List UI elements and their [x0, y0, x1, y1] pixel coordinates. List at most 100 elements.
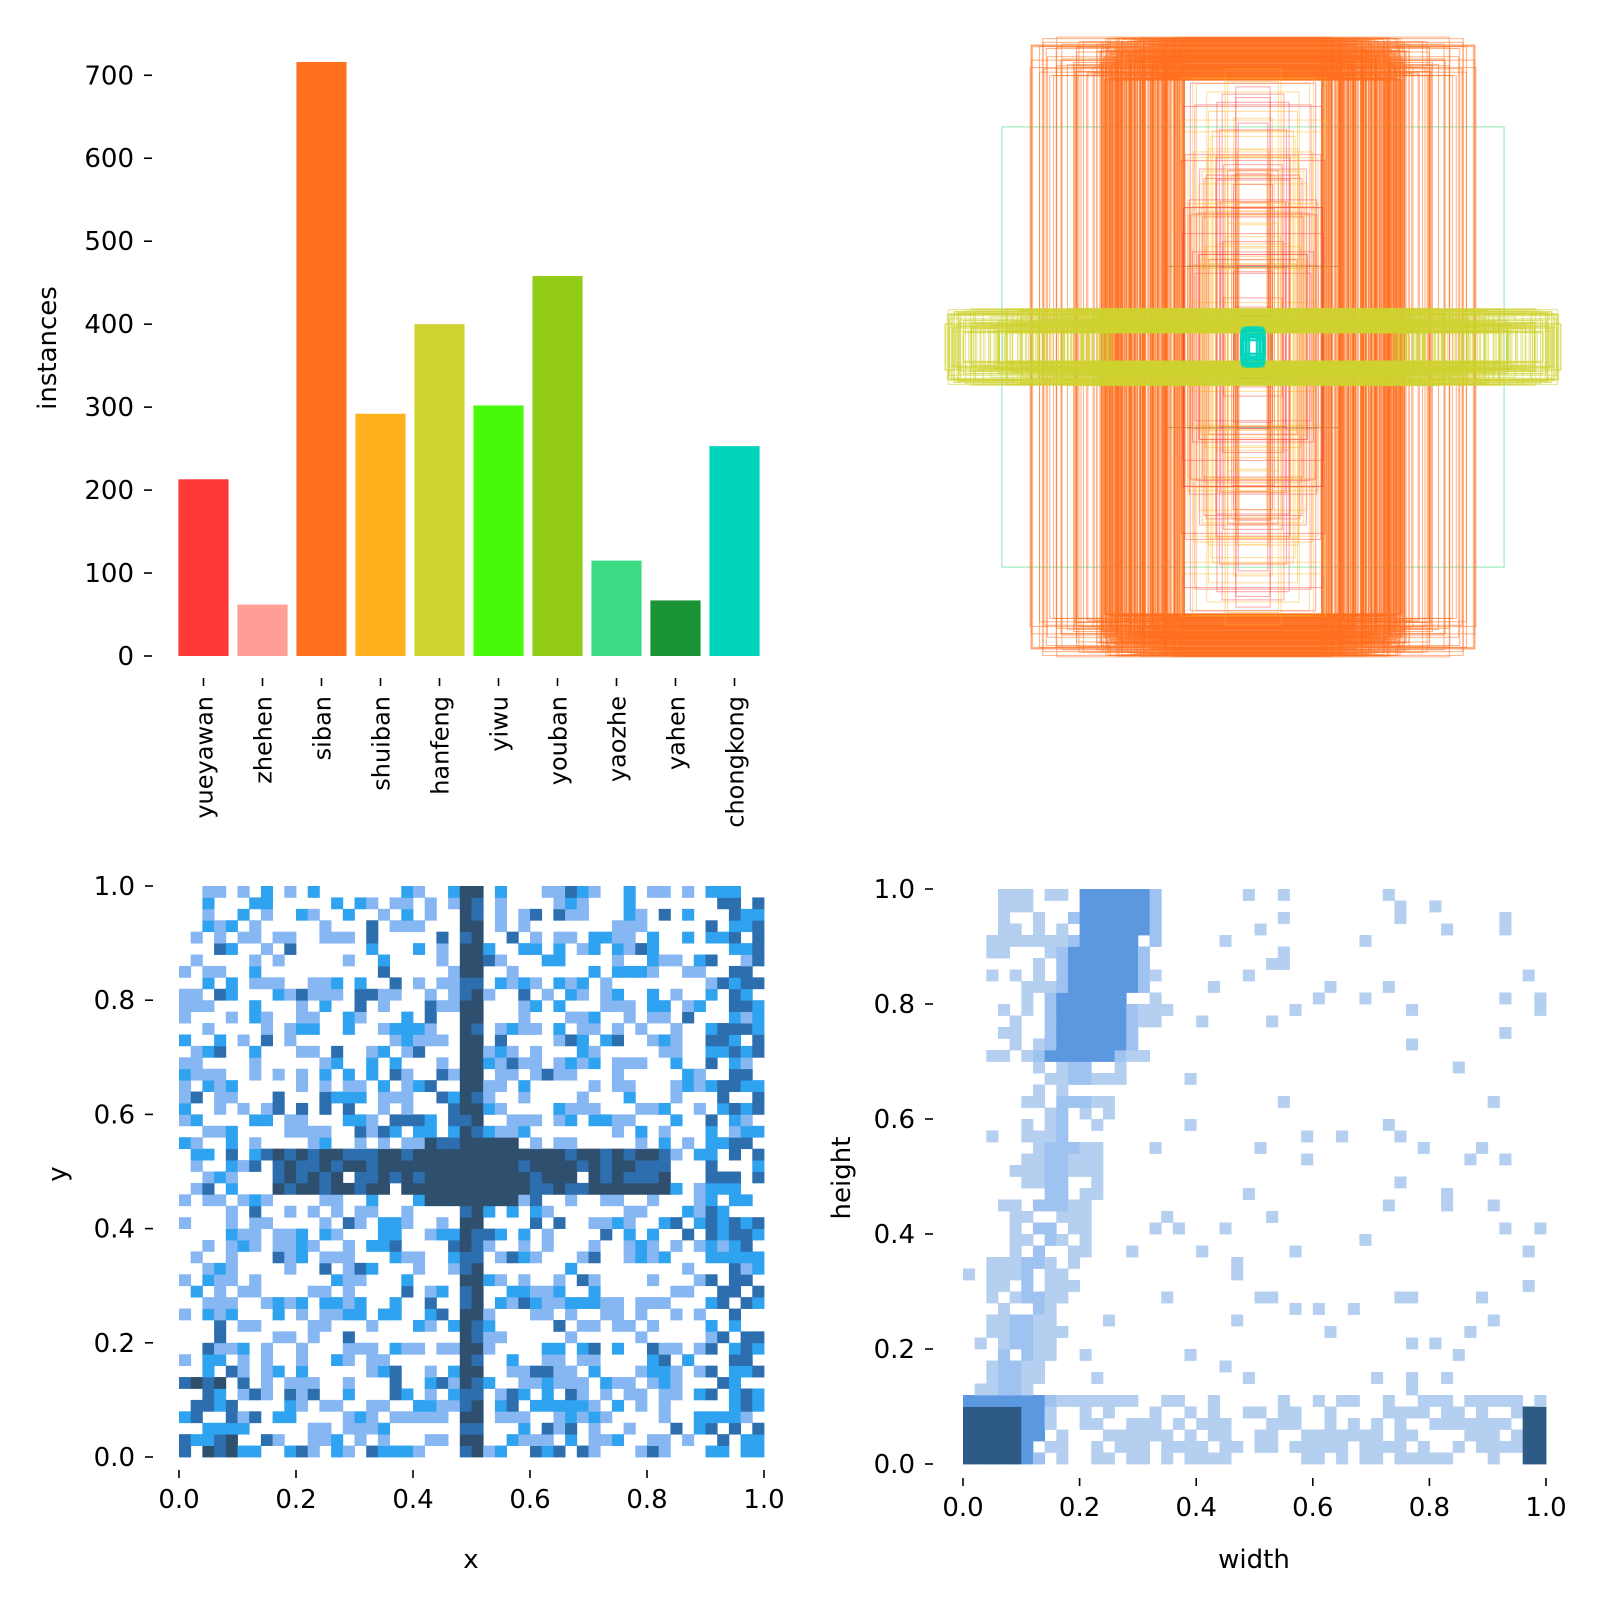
box-yueyawan [1224, 68, 1282, 626]
xy-heatmap-cell [658, 1045, 671, 1058]
wh-heatmap-cell [1382, 1119, 1395, 1131]
box-siban [1164, 45, 1342, 649]
box-yueyawan [1202, 216, 1304, 478]
xy-heatmap-cell [296, 988, 309, 1001]
xy-heatmap-cell [179, 1114, 192, 1127]
wh-heatmap-cell [1044, 1303, 1057, 1315]
xy-heatmap-cell [623, 1388, 636, 1401]
xy-heatmap-cell [623, 1377, 636, 1389]
xy-heatmap-cell [752, 1228, 765, 1241]
xy-heatmap-cell [331, 1354, 344, 1367]
wh-heatmap-cell [1021, 1372, 1034, 1384]
xy-heatmap-cell [553, 1319, 566, 1332]
xy-heatmap-cell [635, 1057, 648, 1070]
wh-heatmap-cell [1137, 946, 1150, 959]
xy-heatmap-cell [658, 954, 671, 967]
xy-heatmap-cell [179, 1000, 192, 1013]
wh-heatmap-cell [1359, 1441, 1372, 1453]
xy-heatmap-cell [389, 977, 402, 990]
wh-heatmap-cell [1289, 1441, 1302, 1453]
wh-heatmap-cell [1079, 1153, 1092, 1166]
xy-heatmap-cell [506, 1388, 519, 1401]
wh-heatmap-cell [1021, 1211, 1034, 1223]
wh-heatmap-cell [1499, 1441, 1512, 1453]
box-yueyawan [1188, 199, 1318, 495]
xy-heatmap-cell [448, 1182, 461, 1195]
xy-heatmap-cell [740, 1068, 753, 1081]
xy-heatmap-cell [728, 988, 741, 1001]
xy-heatmap-cell [611, 1023, 624, 1035]
wh-heatmap-cell [1371, 1429, 1384, 1442]
xy-heatmap-cell [717, 1137, 730, 1150]
xy-heatmap-cell [401, 1160, 414, 1172]
wh-heatmap-cell [1032, 1349, 1046, 1361]
xy-heatmap-cell [740, 1000, 753, 1013]
wh-heatmap-cell [1394, 900, 1407, 913]
box-yueyawan [1231, 207, 1275, 487]
xy-heatmap-cell [249, 1411, 262, 1424]
wh-heatmap-cell [1196, 1015, 1209, 1028]
xy-heatmap-cell [576, 1354, 589, 1367]
xy-heatmap-cell [354, 897, 367, 910]
xy-heatmap-cell [459, 1171, 472, 1184]
xy-heatmap-cell [260, 1377, 273, 1389]
wh-heatmap-cell [1021, 1268, 1034, 1281]
xy-heatmap-cell [752, 931, 765, 944]
wh-heatmap-cell [1044, 1188, 1057, 1200]
xy-heatmap-cell [705, 1137, 718, 1150]
xy-heatmap-cell [190, 1399, 203, 1412]
xy-heatmap-cell [623, 1217, 636, 1229]
bar-category-label: siban [309, 696, 337, 760]
xy-heatmap-cell [728, 886, 741, 898]
xy-heatmap-cell [623, 1057, 636, 1070]
wh-heatmap-cell [986, 1429, 999, 1442]
xy-heatmap-cell [565, 1011, 578, 1024]
xy-heatmap-cell [693, 1411, 706, 1424]
xy-heatmap-cell [518, 1171, 531, 1184]
wh-y-axis: 0.00.20.40.60.81.0 [874, 875, 933, 1480]
xy-heatmap-cell [752, 977, 765, 990]
box-yueyawan [1186, 265, 1320, 429]
wh-heatmap-cell [1044, 1073, 1057, 1085]
wh-heatmap-cell [1406, 1337, 1419, 1350]
wh-heatmap-cell [1021, 1130, 1034, 1143]
wh-heatmap-cell [1091, 923, 1104, 936]
xy-heatmap-cell [588, 1274, 601, 1287]
xy-heatmap-cell [225, 1182, 238, 1195]
xy-heatmap-cell [459, 1411, 472, 1424]
wh-heatmap-cell [1091, 958, 1104, 970]
wh-heatmap-cell [1044, 1199, 1057, 1212]
box-yueyawan [1192, 263, 1314, 431]
xy-heatmap-cell [249, 1194, 262, 1207]
xy-heatmap-cell [272, 1228, 285, 1241]
xy-heatmap-cell [740, 1365, 753, 1378]
xy-heatmap-cell [296, 1114, 309, 1127]
xy-heatmap-cell [740, 1023, 753, 1035]
wh-heatmap-cell [1091, 981, 1104, 993]
xy-heatmap-cell [530, 1297, 543, 1309]
xy-heatmap-cell [179, 1308, 192, 1321]
wh-heatmap-cell [1021, 889, 1034, 901]
xy-heatmap-cell [413, 1319, 426, 1332]
box-yueyawan [1210, 263, 1296, 431]
xy-heatmap-cell [471, 1137, 484, 1150]
wh-heatmap-cell [963, 1418, 976, 1430]
wh-heatmap-cell [1149, 900, 1162, 913]
xy-heatmap-cell [717, 897, 730, 910]
xy-heatmap-cell [647, 1000, 660, 1013]
xy-heatmap-cell [647, 1354, 660, 1367]
xy-heatmap-cell [471, 920, 484, 933]
xy-heatmap-cell [249, 965, 262, 978]
wh-heatmap-cell [1067, 935, 1080, 947]
xy-heatmap-cell [319, 1068, 332, 1081]
xy-heatmap-cell [600, 1217, 613, 1229]
xy-heatmap-cell [436, 1091, 449, 1104]
xy-heatmap-cell [717, 1240, 730, 1252]
xy-heatmap-cell [717, 886, 730, 898]
wh-heatmap-cell [997, 1004, 1011, 1016]
xy-heatmap-cell [705, 931, 718, 944]
xy-heatmap-cell [331, 931, 344, 944]
xy-heatmap-cell [296, 1068, 309, 1081]
xy-heatmap-cell [401, 908, 414, 921]
wh-heatmap-cell [1079, 1245, 1092, 1258]
